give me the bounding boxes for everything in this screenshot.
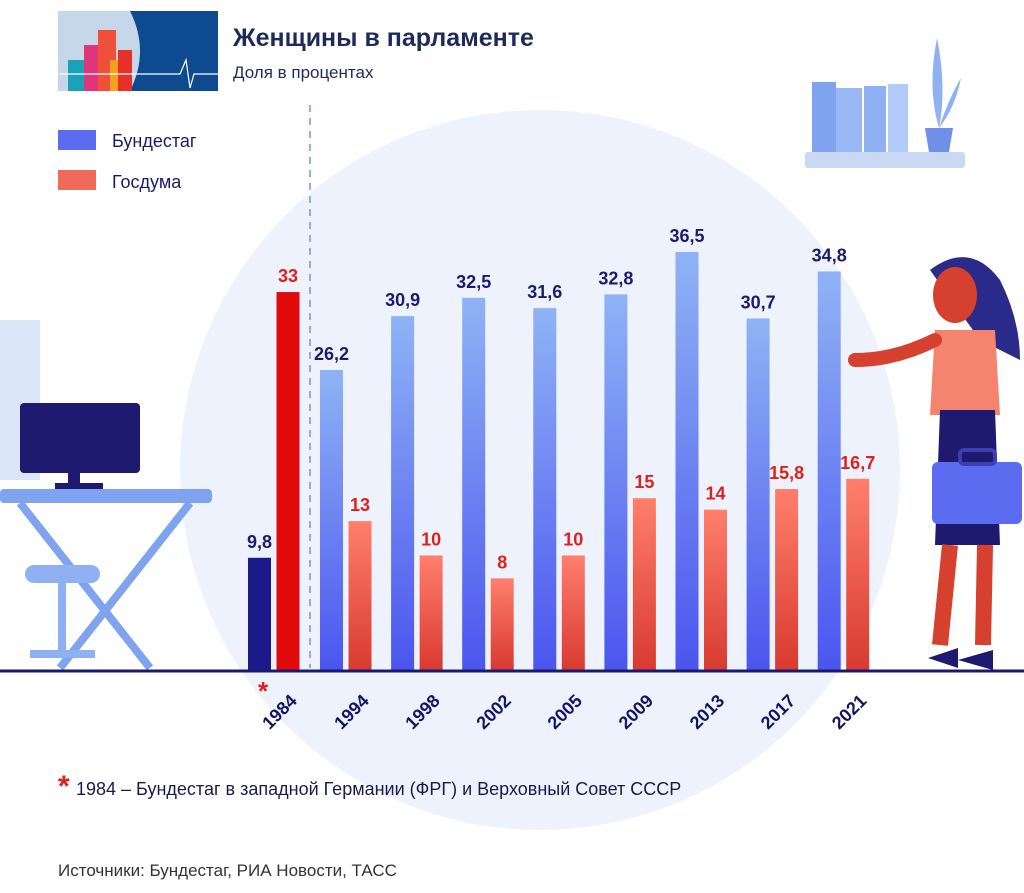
legend-swatch-bundestag <box>58 130 96 150</box>
bar-bundestag-2009 <box>604 294 628 670</box>
bar-gosduma-1994 <box>348 521 372 670</box>
data-label-gosduma-2013: 14 <box>705 484 725 504</box>
data-label-gosduma-2017: 15,8 <box>769 463 804 483</box>
x-tick-2021: 2021 <box>828 691 870 733</box>
source: Источники: Бундестаг, РИА Новости, ТАСС <box>58 861 397 880</box>
chart-title: Женщины в парламенте <box>232 24 534 52</box>
data-label-gosduma-1994: 13 <box>350 495 370 515</box>
chart-subtitle: Доля в процентах <box>233 63 374 82</box>
bars-layer: 9,8 33 26,2 13 30,9 10 32,5 8 31,6 10 32,8 15 36,5 14… <box>247 226 875 670</box>
bar-gosduma-1984 <box>276 292 300 670</box>
bar-bundestag-2017 <box>746 318 770 670</box>
footnote: 1984 – Бундестаг в западной Германии (ФР… <box>76 779 681 799</box>
bar-gosduma-2021 <box>846 478 870 670</box>
data-label-gosduma-2009: 15 <box>634 472 654 492</box>
data-label-bundestag-2005: 31,6 <box>527 282 562 302</box>
bar-gosduma-2013 <box>704 509 727 670</box>
data-label-bundestag-2002: 32,5 <box>456 272 491 292</box>
legend-label-gosduma: Госдума <box>112 172 182 192</box>
data-label-bundestag-2013: 36,5 <box>669 226 704 246</box>
bar-bundestag-2002 <box>462 297 486 670</box>
data-label-gosduma-1998: 10 <box>421 529 441 549</box>
bar-gosduma-2009 <box>632 498 656 670</box>
bar-bundestag-2013 <box>675 252 699 670</box>
bar-bundestag-1994 <box>320 369 343 670</box>
data-label-bundestag-1994: 26,2 <box>314 344 349 364</box>
bar-bundestag-2021 <box>817 271 841 670</box>
data-label-gosduma-2005: 10 <box>563 529 583 549</box>
woman-illustration <box>848 257 1022 670</box>
data-label-bundestag-1998: 30,9 <box>385 290 420 310</box>
desk-illustration <box>0 320 212 671</box>
bookshelf-illustration <box>805 38 965 168</box>
data-label-bundestag-2009: 32,8 <box>598 268 633 288</box>
legend-label-bundestag: Бундестаг <box>112 131 197 151</box>
bar-gosduma-2005 <box>561 555 585 670</box>
bar-bundestag-2005 <box>533 308 557 670</box>
bar-gosduma-2017 <box>775 489 799 670</box>
bar-bundestag-1998 <box>391 316 415 670</box>
footnote-marker-1984: * <box>258 676 269 706</box>
logo <box>58 11 218 91</box>
data-label-bundestag-2021: 34,8 <box>812 245 847 265</box>
bar-bundestag-1984 <box>248 557 271 670</box>
footnote-marker: * <box>58 770 70 803</box>
bar-gosduma-1998 <box>419 555 443 670</box>
bar-gosduma-2002 <box>490 578 514 670</box>
data-label-bundestag-2017: 30,7 <box>741 292 776 312</box>
legend-swatch-gosduma <box>58 170 96 190</box>
data-label-gosduma-1984: 33 <box>278 266 298 286</box>
data-label-gosduma-2021: 16,7 <box>840 453 875 473</box>
data-label-gosduma-2002: 8 <box>497 552 507 572</box>
data-label-bundestag-1984: 9,8 <box>247 532 272 552</box>
